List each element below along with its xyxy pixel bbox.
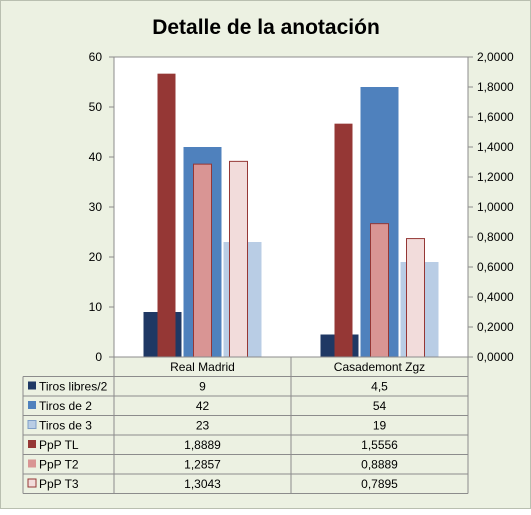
right-tick-label: 1,0000 [477, 200, 514, 214]
legend-entry: Tiros de 2 [39, 399, 92, 413]
table-cell-value: 19 [373, 419, 387, 433]
left-tick-label: 10 [89, 300, 103, 314]
bar [157, 73, 176, 357]
left-tick-label: 50 [89, 100, 103, 114]
right-tick-label: 1,6000 [477, 110, 514, 124]
right-tick-label: 1,2000 [477, 170, 514, 184]
data-table: Real Madrid Casademont Zgz Tiros libres/2 9… [22, 356, 469, 494]
legend-swatch [28, 440, 36, 448]
right-tick-label: 0,4000 [477, 290, 514, 304]
legend-swatch [28, 381, 36, 390]
legend-swatch [28, 459, 36, 468]
table-cell-value: 42 [196, 399, 210, 413]
right-axis: 0,0000 0,2000 0,4000 0,6000 0,8000 1,0000 1,20… [467, 50, 514, 364]
right-tick-label: 0,6000 [477, 260, 514, 274]
bars-group [143, 73, 439, 358]
bar [370, 223, 389, 358]
table-cell-value: 23 [196, 419, 210, 433]
bar [406, 238, 425, 358]
legend-swatch [27, 478, 37, 488]
left-tick-label: 20 [89, 250, 103, 264]
legend-entry: Tiros de 3 [39, 419, 92, 433]
table-cell-value: 1,2857 [184, 458, 221, 472]
table-cell-value: 9 [199, 380, 206, 394]
table-cell-value: 54 [373, 399, 387, 413]
legend-entry: PpP TL [39, 438, 79, 452]
left-tick-label: 40 [89, 150, 103, 164]
right-tick-label: 0,0000 [477, 350, 514, 364]
table-cell-value: 1,3043 [184, 477, 221, 491]
right-tick-label: 0,8000 [477, 230, 514, 244]
table-cell-value: 1,5556 [361, 438, 398, 452]
table-cell-value: 0,8889 [361, 458, 398, 472]
right-tick-label: 0,2000 [477, 320, 514, 334]
left-tick-label: 0 [95, 350, 102, 364]
bar [229, 160, 248, 358]
legend-swatch [28, 401, 36, 409]
legend-entry: Tiros libres/2 [39, 380, 108, 394]
table-cell-value: 1,8889 [184, 438, 221, 452]
right-tick-label: 1,4000 [477, 140, 514, 154]
bar [334, 123, 353, 357]
legend-entry: PpP T2 [39, 458, 79, 472]
right-tick-label: 2,0000 [477, 50, 514, 64]
table-cell-value: 0,7895 [361, 477, 398, 491]
left-axis: 0 10 20 30 40 50 60 [89, 50, 115, 364]
left-tick-label: 30 [89, 200, 103, 214]
category-label: Real Madrid [170, 360, 235, 374]
right-tick-label: 1,8000 [477, 80, 514, 94]
table-cell-value: 4,5 [371, 380, 388, 394]
legend-swatch [27, 420, 37, 429]
legend-entry: PpP T3 [39, 477, 79, 491]
left-tick-label: 60 [89, 50, 103, 64]
bar [193, 163, 212, 358]
category-label: Casademont Zgz [334, 360, 425, 374]
chart-title: Detalle de la anotación [152, 16, 380, 39]
